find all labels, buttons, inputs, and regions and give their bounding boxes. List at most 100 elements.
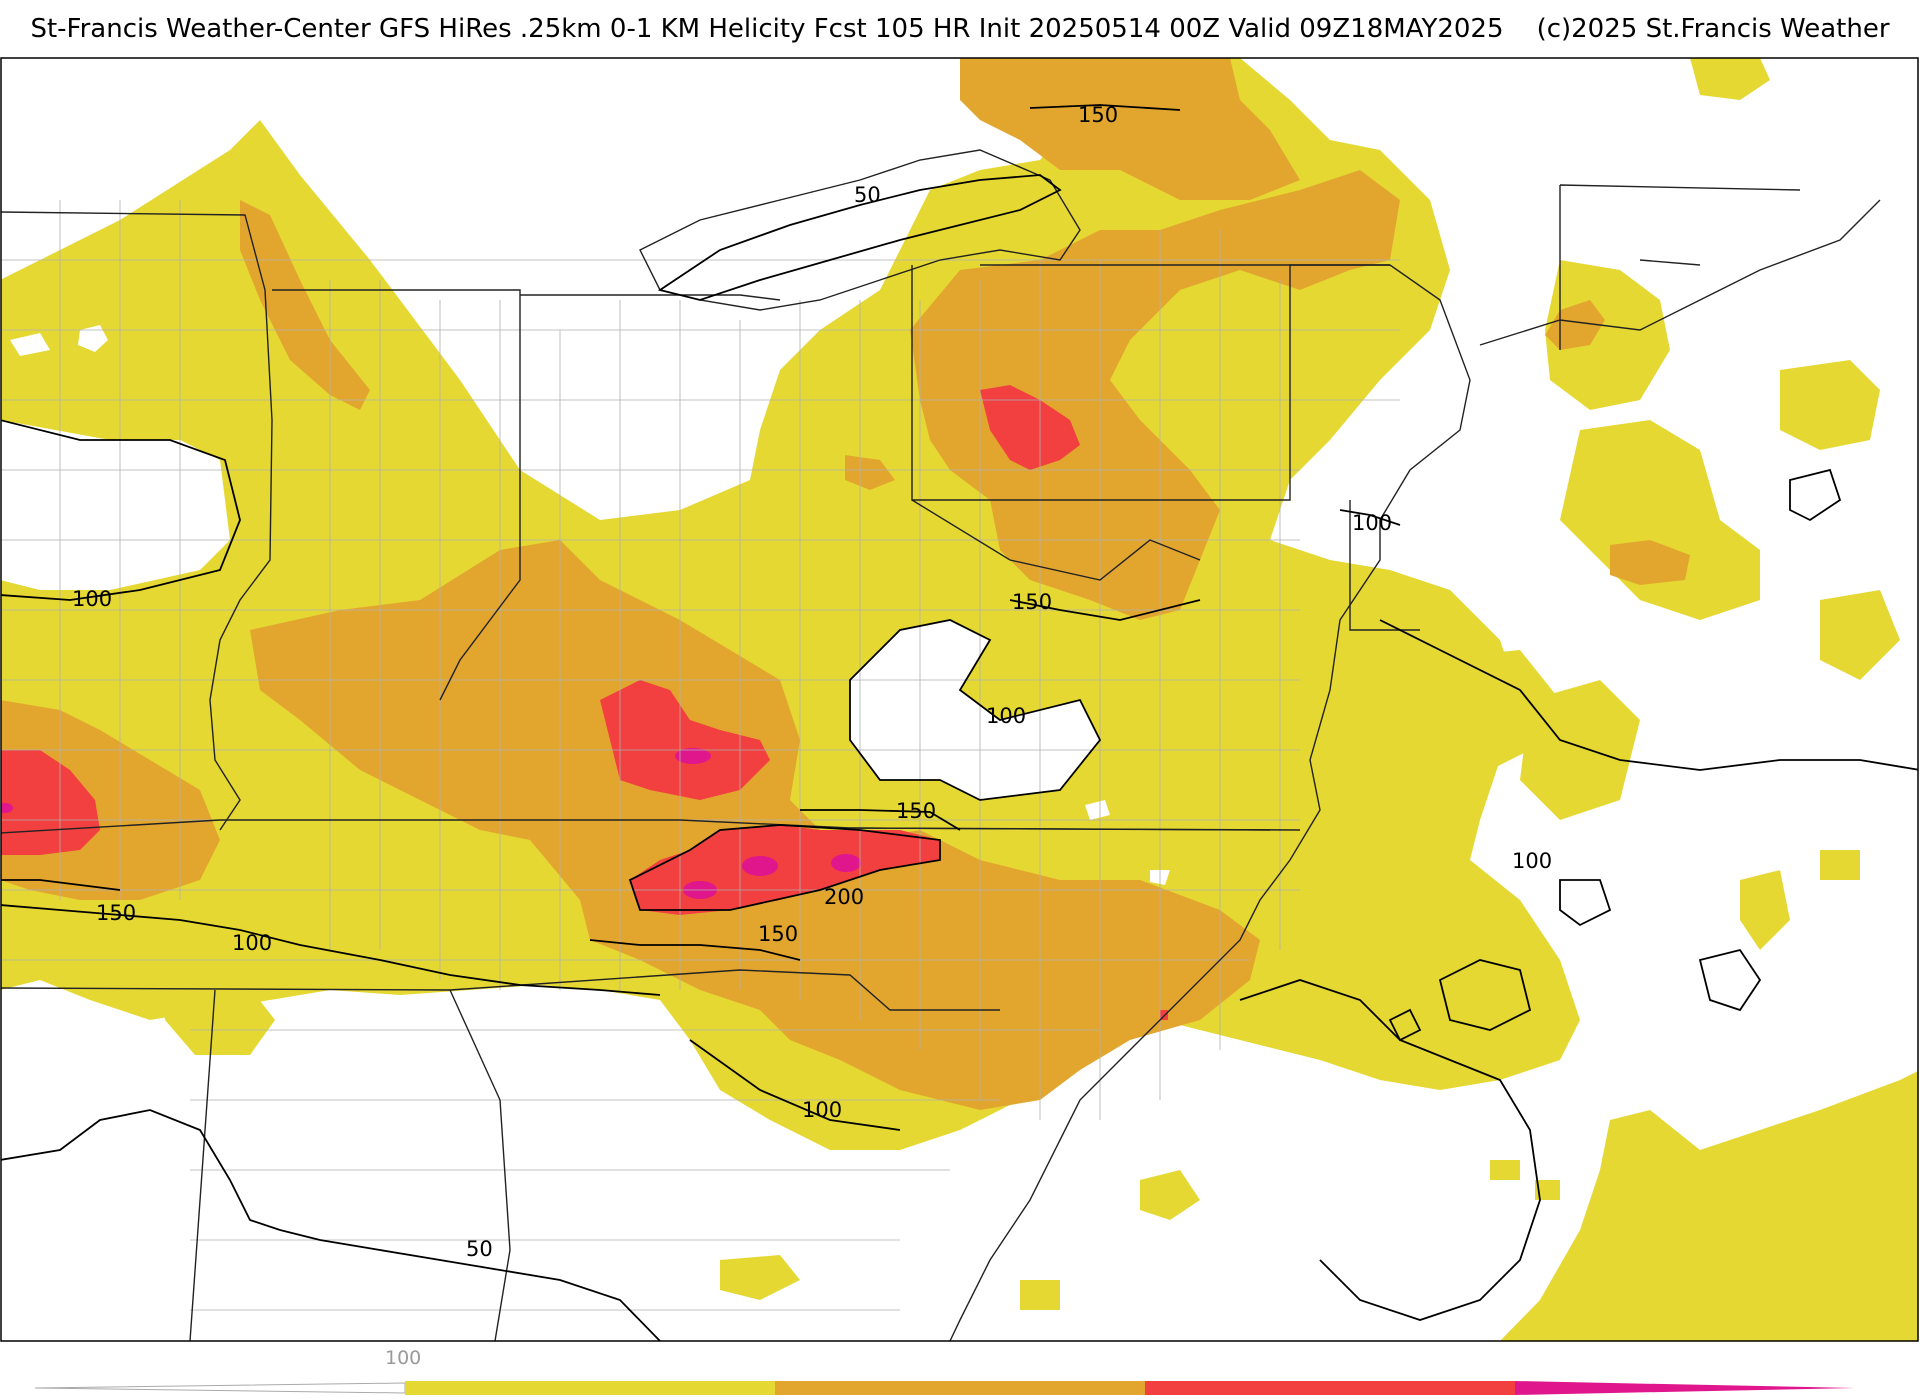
- contour-atl-loop-2: [1698, 948, 1762, 1012]
- boundary-wv: [911, 499, 1201, 581]
- hole-oval-1: [78, 325, 108, 352]
- colorbar-band-mid: [775, 1381, 1145, 1395]
- magenta-spot-5: [1, 803, 13, 813]
- magenta-spot-2: [742, 856, 778, 876]
- yellow-atlantic-4: [1360, 650, 1560, 770]
- contour-label-c100-atl: 100: [1512, 849, 1552, 873]
- contour-50-southwest: [1, 1109, 281, 1231]
- colorbar-band-extreme: [1515, 1381, 1855, 1395]
- magenta-spot-1: [675, 748, 711, 764]
- yellow-small-3: [1140, 1170, 1200, 1220]
- orange-pa-ny: [910, 170, 1400, 620]
- helicity-band-250-plus: [1, 748, 861, 899]
- contour-150-tn: [800, 809, 961, 831]
- contour-atl-loop-3: [1789, 468, 1842, 522]
- contour-label-c100-va: 100: [986, 704, 1026, 728]
- contour-100-atlantic: [1379, 619, 1918, 771]
- red-pa: [980, 385, 1080, 470]
- contour-label-c50-n: 50: [854, 183, 881, 207]
- contour-100-southwest: [1, 904, 661, 996]
- contour-lines: [1, 104, 1918, 1341]
- contour-150-tn2: [589, 939, 801, 961]
- contour-150-north: [1029, 104, 1181, 111]
- boundary-al-ga: [189, 989, 511, 1341]
- figure-title: St-Francis Weather-Center GFS HiRes .25k…: [0, 14, 1920, 44]
- yellow-small-5: [1020, 1280, 1060, 1310]
- contour-100-atlantic-2: [1239, 979, 1541, 1321]
- hole-ontario-top: [610, 58, 880, 320]
- boundary-new-england: [1559, 184, 1801, 350]
- contour-150-pa: [1009, 599, 1201, 621]
- contour-100-west: [1, 419, 241, 601]
- title-text: St-Francis Weather-Center GFS HiRes .25k…: [30, 14, 1504, 44]
- boundary-de-md: [1349, 500, 1420, 631]
- yellow-atlantic-1: [1780, 360, 1880, 450]
- county-lines: [1, 200, 1400, 1311]
- hole-oval-2: [10, 333, 50, 356]
- orange-central-main: [250, 540, 1260, 1110]
- orange-north: [960, 58, 1300, 200]
- boundary-illinois: [272, 289, 521, 701]
- orange-west-arm: [240, 200, 370, 410]
- great-lakes-shore: [639, 149, 1081, 311]
- contour-label-c100-w: 100: [72, 587, 112, 611]
- boundary-iowa-mo: [1, 211, 273, 831]
- contour-label-c50-s: 50: [466, 1237, 493, 1261]
- contour-label-c150-sw: 150: [96, 901, 136, 925]
- hole-illinois: [1, 420, 230, 590]
- contour-50-lake: [657, 174, 1062, 301]
- boundary-va-nc: [849, 827, 1301, 831]
- yellow-west-region: [1, 58, 1580, 1150]
- colorbar-tick-label: 100: [385, 1347, 421, 1369]
- contour-label-c100-sc: 100: [802, 1098, 842, 1122]
- colorbar-band-low: [405, 1381, 775, 1395]
- boundary-ohio-ind: [520, 294, 781, 301]
- state-boundaries: [1, 149, 1881, 1341]
- contour-label-c100-de: 100: [1352, 511, 1392, 535]
- contour-100-de: [1339, 509, 1401, 526]
- colorbar-tail-left: [34, 1382, 406, 1394]
- contour-label-c100-sw: 100: [232, 931, 272, 955]
- yellow-small-7: [1490, 1160, 1520, 1180]
- map-frame: [0, 57, 1919, 1342]
- colorbar: 100: [34, 1347, 1855, 1395]
- hole-small-va: [1085, 800, 1110, 820]
- map-content: 150 50 100 100 150 100 150 200 150 150 1…: [1, 58, 1918, 1341]
- yellow-atlantic-2: [1560, 420, 1760, 620]
- copyright-text: (c)2025 St.Francis Weather: [1536, 14, 1890, 44]
- yellow-small-4: [720, 1255, 800, 1300]
- contour-100-sc: [689, 1039, 901, 1131]
- coastline-east: [949, 264, 1471, 1341]
- contour-label-group: 150 50 100 100 150 100 150 200 150 150 1…: [72, 103, 1552, 1261]
- contour-label-c200-tn: 200: [824, 885, 864, 909]
- yellow-northeast-patch: [1545, 260, 1670, 410]
- below-threshold-holes: [1, 58, 1170, 885]
- contour-100-va-hole: [849, 619, 1102, 801]
- contour-atl-loop-1: [1438, 959, 1532, 1031]
- red-tn: [600, 680, 770, 800]
- yellow-small-2: [1820, 850, 1860, 880]
- yellow-southeast-big: [1500, 1071, 1918, 1341]
- contour-150-southwest: [1, 879, 121, 891]
- hole-virginia: [850, 620, 1100, 800]
- orange-atlantic: [1610, 540, 1690, 585]
- boundary-tn-south: [1, 969, 1000, 1011]
- contour-label-c150-tn: 150: [896, 799, 936, 823]
- colorbar-band-high: [1145, 1381, 1515, 1395]
- magenta-spot-3: [831, 854, 861, 872]
- orange-small-1: [845, 455, 895, 490]
- coastline-ne: [1479, 199, 1881, 346]
- contour-50-south: [279, 1229, 661, 1341]
- contour-label-c150-n: 150: [1078, 103, 1118, 127]
- yellow-small-6: [160, 975, 275, 1055]
- contour-atl-loop-4: [1559, 879, 1612, 927]
- contour-atl-loop-5: [1388, 1008, 1422, 1042]
- yellow-small-1: [1740, 870, 1790, 950]
- yellow-atlantic-5: [1820, 590, 1900, 680]
- yellow-top-right: [1690, 58, 1770, 100]
- yellow-small-8: [1535, 1180, 1560, 1200]
- contour-label-c150-pa: 150: [1012, 590, 1052, 614]
- contour-200-nc: [628, 824, 941, 911]
